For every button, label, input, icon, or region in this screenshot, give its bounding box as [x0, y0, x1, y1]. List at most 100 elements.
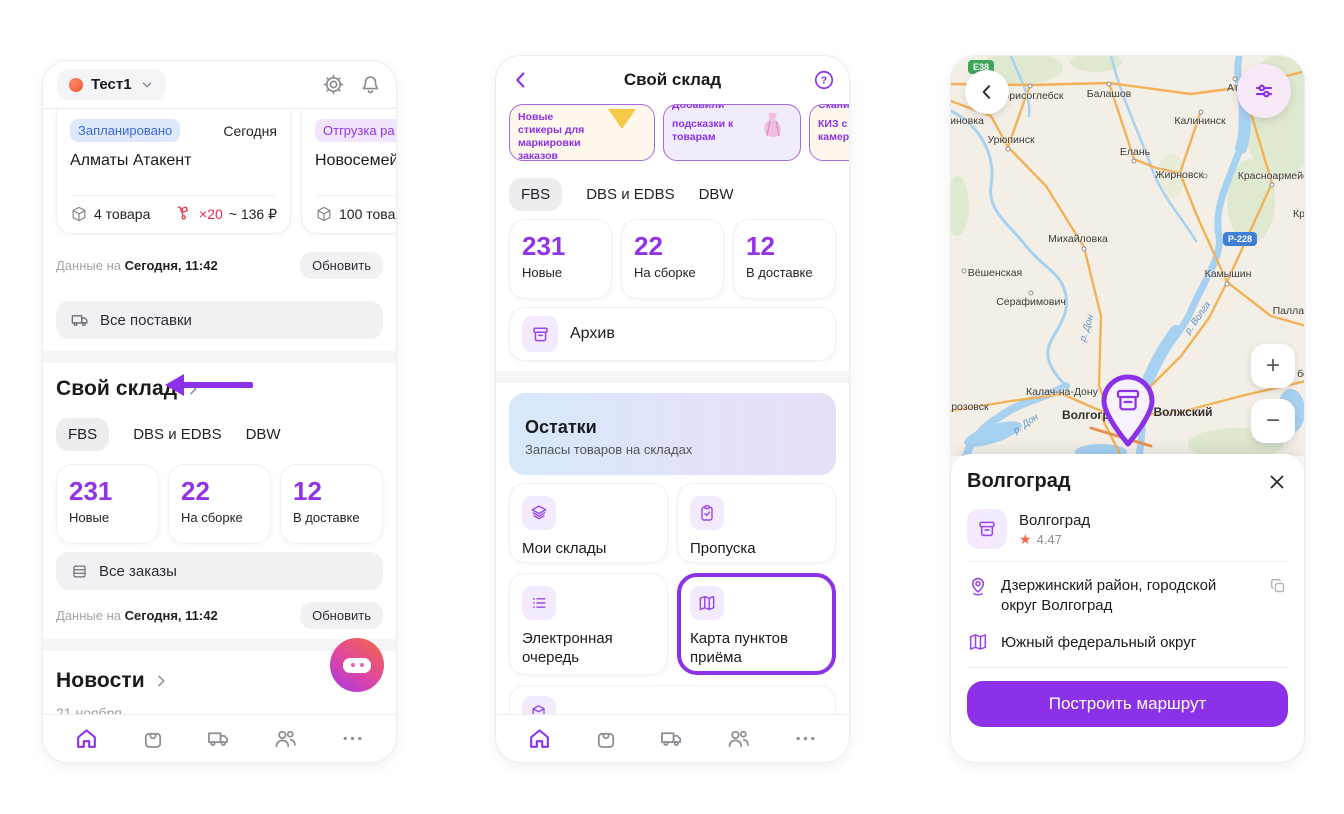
help-icon[interactable]: ?	[813, 69, 835, 91]
map-icon	[690, 586, 724, 620]
stat-card-assembly[interactable]: 22 На сборке	[168, 464, 271, 544]
stat-card-new[interactable]: 231 Новые	[56, 464, 159, 544]
map-canvas[interactable]: БорисоглебскБалашовАткариновкаКалининскУ…	[951, 56, 1304, 456]
sliders-icon	[1255, 84, 1273, 98]
map-town-label: Паллас	[1272, 305, 1304, 317]
refresh-button[interactable]: Обновить	[300, 252, 383, 279]
back-icon	[982, 85, 991, 99]
menu-passes[interactable]: Пропуска	[677, 483, 836, 563]
partners-nav-icon[interactable]	[726, 726, 751, 751]
zoom-out-label: −	[1265, 407, 1280, 434]
screen-own-warehouse: Свой склад ? Новые стикеры для маркировк…	[495, 55, 850, 763]
all-orders-button[interactable]: Все заказы	[56, 552, 383, 590]
more-nav-icon[interactable]	[340, 726, 365, 751]
partners-nav-icon[interactable]	[273, 726, 298, 751]
own-warehouse-section-header[interactable]: Свой склад	[56, 375, 383, 403]
map-town-label: Борисоглебск	[996, 90, 1064, 102]
supply-card[interactable]: Запланировано Сегодня Алматы Атакент 4 т…	[56, 109, 291, 234]
archive-button[interactable]: Архив	[509, 307, 836, 361]
account-switcher[interactable]: Тест1	[57, 69, 166, 100]
zoom-in-label: +	[1265, 352, 1280, 379]
bag-nav-icon[interactable]	[594, 727, 618, 751]
more-nav-icon[interactable]	[793, 726, 818, 751]
tab-fbs[interactable]: FBS	[56, 417, 110, 451]
supply-price: ~ 136 ₽	[228, 205, 277, 222]
map-filter-button[interactable]	[1237, 64, 1291, 118]
stat-label: В доставке	[293, 510, 360, 525]
tab-dbs-edbs[interactable]: DBS и EDBS	[586, 185, 675, 203]
zoom-in-button[interactable]: +	[1251, 344, 1295, 388]
truck-nav-icon[interactable]	[206, 726, 231, 751]
refresh-button[interactable]: Обновить	[300, 602, 383, 629]
supply-cards-carousel[interactable]: Запланировано Сегодня Алматы Атакент 4 т…	[43, 109, 396, 234]
account-status-dot	[69, 77, 83, 92]
section-divider	[43, 351, 396, 363]
address-row[interactable]: Дзержинский район, городской округ Волго…	[967, 576, 1288, 615]
promo-banner-hints[interactable]: Добавили подсказки к товарам	[663, 104, 801, 161]
news-section-header[interactable]: Новости	[56, 667, 383, 695]
screen-dashboard: Тест1	[42, 60, 397, 763]
place-item[interactable]: Волгоград ★ 4.47	[967, 509, 1288, 549]
bag-nav-icon[interactable]	[141, 727, 165, 751]
place-address: Дзержинский район, городской округ Волго…	[1001, 577, 1217, 614]
archive-icon	[522, 316, 558, 352]
place-bottom-sheet: Волгоград Волгоград ★ 4.47	[951, 454, 1304, 762]
stock-title: Остатки	[525, 417, 597, 437]
fulfillment-tabs: FBS DBS и EDBS DBW	[56, 417, 383, 451]
promo-banner-carousel[interactable]: Новые стикеры для маркировки заказов Доб…	[496, 104, 849, 161]
tab-fbs[interactable]: FBS	[509, 177, 563, 211]
menu-label: Пропуска	[690, 540, 756, 557]
bell-icon[interactable]	[359, 73, 382, 96]
all-supplies-button[interactable]: Все поставки	[56, 301, 383, 339]
gear-icon[interactable]	[322, 73, 345, 96]
own-warehouse-title: Свой склад	[56, 377, 178, 400]
chat-bot-button[interactable]	[330, 638, 384, 692]
stat-card-delivery[interactable]: 12 В доставке	[280, 464, 383, 544]
stat-card-delivery[interactable]: 12 В доставке	[733, 219, 836, 299]
menu-reception-points-map[interactable]: Карта пунктов приёма	[677, 573, 836, 675]
bottom-nav	[496, 714, 849, 762]
build-route-button[interactable]: Построить маршрут	[967, 681, 1288, 727]
promo-banner-kiz[interactable]: Скани КИЗ с камер	[809, 104, 849, 161]
stat-value: 12	[746, 231, 775, 261]
stat-label: На сборке	[634, 265, 696, 280]
truck-nav-icon[interactable]	[659, 726, 684, 751]
stat-card-assembly[interactable]: 22 На сборке	[621, 219, 724, 299]
orders-stats-row: 231 Новые 22 На сборке 12 В доставке	[56, 464, 383, 544]
status-badge: Запланировано	[70, 119, 181, 142]
dashboard-header: Тест1	[43, 61, 396, 109]
map-town-label: Калач-на-Дону	[1026, 386, 1098, 398]
tab-dbw[interactable]: DBW	[245, 425, 281, 443]
promo-banner-stickers[interactable]: Новые стикеры для маркировки заказов	[509, 104, 655, 161]
screen-map: БорисоглебскБалашовАткариновкаКалининскУ…	[950, 55, 1305, 763]
back-icon[interactable]	[510, 69, 532, 91]
warehouse-map-pin[interactable]	[1098, 374, 1158, 448]
stock-card[interactable]: Остатки Запасы товаров на складах	[509, 393, 836, 475]
district-row[interactable]: Южный федеральный округ	[967, 631, 1288, 653]
all-orders-label: Все заказы	[99, 562, 177, 580]
supply-warehouse-name: Новосемей	[315, 152, 397, 169]
banner-clipped-line: Скани	[818, 104, 849, 111]
copy-icon[interactable]	[1268, 576, 1288, 596]
tab-dbw[interactable]: DBW	[698, 185, 734, 203]
map-town-dot	[1232, 76, 1238, 82]
map-back-button[interactable]	[965, 70, 1009, 114]
stat-card-new[interactable]: 231 Новые	[509, 219, 612, 299]
tab-dbs-edbs[interactable]: DBS и EDBS	[133, 425, 222, 443]
map-town-label: Урюпинск	[987, 134, 1035, 146]
archive-icon	[967, 509, 1007, 549]
zoom-out-button[interactable]: −	[1251, 399, 1295, 443]
map-town-dot	[1106, 81, 1112, 87]
map-town-dot	[1202, 173, 1208, 179]
close-icon[interactable]	[1266, 471, 1288, 493]
data-updated-prefix: Данные на	[56, 608, 125, 623]
home-nav-icon[interactable]	[74, 726, 99, 751]
map-town-dot	[1028, 290, 1034, 296]
supply-card[interactable]: Отгрузка ра Новосемей 100 това	[301, 109, 397, 234]
menu-my-warehouses[interactable]: Мои склады	[509, 483, 668, 563]
banner-clipped-line: Добавили	[672, 104, 725, 111]
menu-electronic-queue[interactable]: Электронная очередь	[509, 573, 668, 675]
home-nav-icon[interactable]	[527, 726, 552, 751]
package-icon	[72, 206, 86, 222]
stat-value: 22	[634, 231, 663, 261]
